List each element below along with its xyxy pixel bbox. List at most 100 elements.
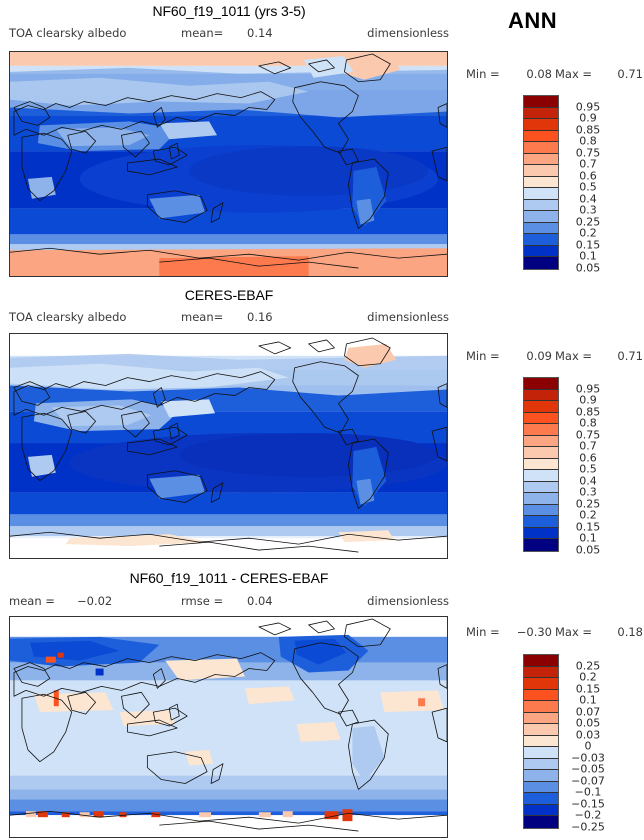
colorbar-tick-label: −0.2 — [574, 808, 602, 822]
colorbar-cell — [524, 701, 558, 713]
colorbar-cell — [524, 188, 558, 200]
colorbar-tick-label: 0.1 — [579, 531, 597, 545]
panel-title-obs: CERES-EBAF — [184, 287, 274, 303]
colorbar-cell — [524, 401, 558, 413]
units-label-obs: dimensionless — [367, 310, 449, 324]
panel-subinfo-difference: mean = −0.02 rmse = 0.04 dimensionless — [9, 594, 449, 610]
colorbar-tick-label: 0.15 — [575, 238, 601, 251]
colorbar-tick-label: 0.25 — [575, 215, 601, 228]
colorbar-cell — [524, 781, 558, 793]
min-value-model: 0.08 — [526, 67, 552, 81]
colorbar-cell — [524, 504, 558, 516]
colorbar-cell — [524, 816, 558, 828]
colorbar-tick-label: 0.6 — [579, 169, 597, 182]
min-label-model: Min = — [466, 67, 500, 81]
map-svg-obs — [10, 334, 447, 558]
colorbar-cell — [524, 199, 558, 211]
colorbar-cell — [524, 493, 558, 505]
colorbar-cell — [524, 389, 558, 401]
colorbar-tick-label: 0.5 — [579, 180, 597, 194]
colorbar-cell — [524, 527, 558, 539]
colorbar-tick-label: −0.03 — [571, 751, 605, 764]
max-value-difference: 0.18 — [617, 625, 643, 639]
map-difference[interactable] — [9, 616, 448, 838]
panel-title-difference: NF60_f19_1011 - CERES-EBAF — [129, 570, 329, 586]
colorbar-tick-label: 0.95 — [575, 382, 601, 395]
colorbar-tick-label: 0.15 — [575, 520, 601, 533]
units-label-model: dimensionless — [367, 26, 449, 40]
colorbar-tick-label: 0.3 — [579, 203, 597, 217]
panel-difference: NF60_f19_1011 - CERES-EBAF mean = −0.02 … — [0, 566, 644, 840]
panel-subinfo-model: TOA clearsky albedo mean= 0.14 dimension… — [9, 26, 449, 42]
colorbar-tick-label: 0.5 — [579, 462, 597, 476]
season-label: ANN — [508, 8, 558, 33]
colorbar-tick-label: 0.85 — [575, 123, 601, 136]
mean-value-obs: 0.16 — [247, 310, 273, 324]
units-label-difference: dimensionless — [367, 594, 449, 608]
colorbar-tick-label: 0.25 — [575, 659, 601, 672]
colorbar-cell — [524, 447, 558, 459]
colorbar-tick-label: 0.2 — [579, 508, 597, 522]
map-obs[interactable] — [9, 333, 448, 559]
colorbar-cell — [524, 222, 558, 234]
mean-label-model: mean= — [181, 26, 224, 40]
max-label-model: Max = — [555, 67, 593, 81]
colorbar-cell — [524, 793, 558, 805]
colorbar-tick-label: 0.3 — [579, 485, 597, 499]
colorbar-cell — [524, 516, 558, 528]
colorbar-cell — [524, 435, 558, 447]
colorbar-cell — [524, 804, 558, 816]
colorbar-tick-label: 0.7 — [579, 439, 597, 453]
colorbar-tick-label: −0.25 — [571, 820, 605, 833]
minmax-obs: Min = 0.09 Max = 0.71 — [466, 349, 643, 363]
colorbar-tick-label: −0.1 — [574, 785, 602, 799]
max-value-obs: 0.71 — [617, 349, 643, 363]
colorbar-cell — [524, 211, 558, 223]
colorbar-cell — [524, 481, 558, 493]
colorbar-cell — [524, 689, 558, 701]
colorbar-tick-label: 0.05 — [575, 261, 601, 274]
colorbar-cell — [524, 378, 558, 390]
colorbar-tick-label: 0.4 — [579, 474, 597, 487]
colorbar-cell — [524, 119, 558, 131]
mean-label-difference: mean = — [9, 594, 55, 608]
map-model[interactable] — [9, 51, 448, 277]
minmax-difference: Min = −0.30 Max = 0.18 — [466, 625, 643, 639]
colorbar-swatches-obs — [523, 377, 559, 552]
colorbar-tick-label: 0.75 — [575, 146, 601, 159]
colorbar-cell — [524, 470, 558, 482]
colorbar-cell — [524, 245, 558, 257]
colorbar-tick-label: 0.9 — [579, 111, 597, 125]
map-svg-difference — [10, 617, 447, 837]
colorbar-cell — [524, 747, 558, 759]
colorbar-swatches-model — [523, 95, 559, 270]
colorbar-cell — [524, 678, 558, 690]
colorbar-tick-label: 0.8 — [579, 416, 597, 430]
colorbar-cell — [524, 107, 558, 119]
colorbar-cell — [524, 424, 558, 436]
colorbar-cell — [524, 142, 558, 154]
map-svg-model — [10, 52, 447, 276]
colorbar-tick-label: 0.05 — [575, 716, 601, 730]
colorbar-cell — [524, 165, 558, 177]
colorbar-cell — [524, 96, 558, 108]
max-label-difference: Max = — [555, 625, 593, 639]
colorbar-tick-label: 0.4 — [579, 192, 597, 205]
minmax-model: Min = 0.08 Max = 0.71 — [466, 67, 643, 81]
colorbar-cell — [524, 735, 558, 747]
colorbar-cell — [524, 257, 558, 269]
colorbar-tick-label: 0.15 — [575, 682, 601, 695]
colorbar-tick-label: −0.05 — [571, 762, 605, 776]
colorbar-cell — [524, 770, 558, 782]
colorbar-tick-label: 0 — [584, 739, 592, 753]
colorbar-tick-label: 0.25 — [575, 497, 601, 510]
rmse-label-difference: rmse = — [181, 594, 224, 608]
min-label-difference: Min = — [466, 625, 500, 639]
colorbar-cell — [524, 724, 558, 736]
colorbar-tick-label: 0.6 — [579, 451, 597, 464]
colorbar-tick-label: 0.03 — [575, 728, 601, 741]
panel-title-model: NF60_f19_1011 (yrs 3-5) — [152, 3, 306, 19]
colorbar-cell — [524, 539, 558, 551]
mean-value-difference: −0.02 — [77, 594, 113, 608]
variable-name-model: TOA clearsky albedo — [9, 26, 127, 40]
